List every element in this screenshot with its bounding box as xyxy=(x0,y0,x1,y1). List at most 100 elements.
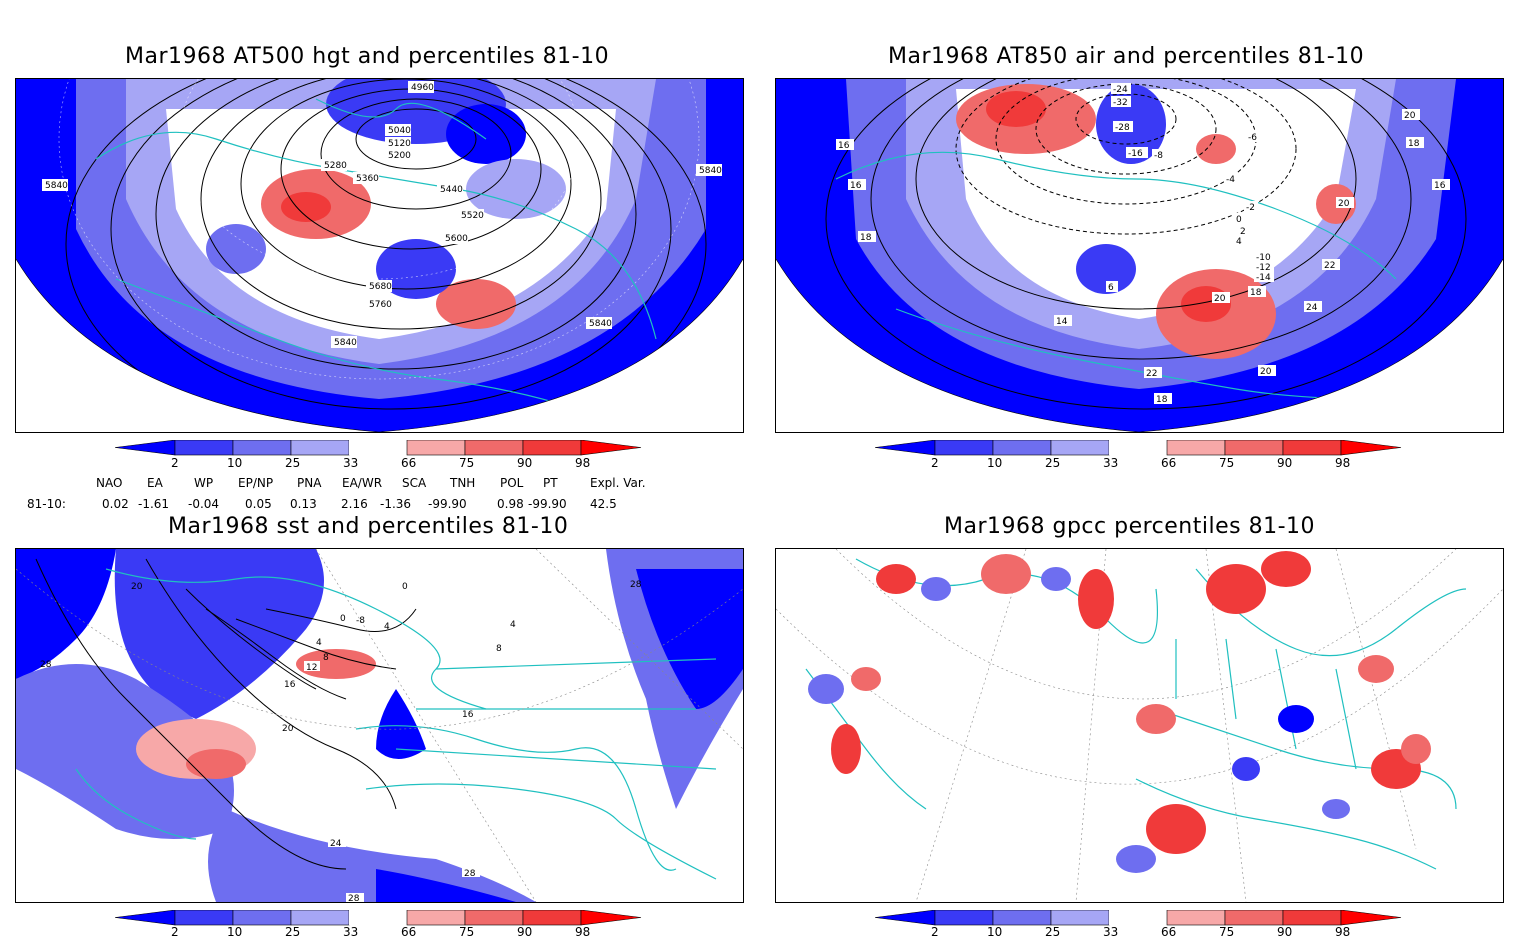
cb1-tick-10: 10 xyxy=(227,456,243,470)
clabel-5360: 5360 xyxy=(356,174,379,184)
idx-header-tnh: TNH xyxy=(450,476,476,490)
clabel-5520: 5520 xyxy=(461,211,484,221)
sst-clabel-4-b: 4 xyxy=(316,638,322,648)
sst-clabel-0-b: 0 xyxy=(340,614,346,624)
cb1-tick-98: 98 xyxy=(575,456,591,470)
sst-clabel-m8: -8 xyxy=(356,616,365,626)
clabel-5760: 5760 xyxy=(369,300,392,310)
clabel-m14: -14 xyxy=(1256,273,1271,283)
idx-header-explvar: Expl. Var. xyxy=(590,476,646,490)
cb1-tick-33: 33 xyxy=(343,456,359,470)
clabel-20-a: 20 xyxy=(1214,294,1226,304)
clabel-5840-a: 5840 xyxy=(334,338,357,348)
cb1-tick-90: 90 xyxy=(517,456,533,470)
cb3-tick-25: 25 xyxy=(285,925,301,939)
clabel-22-b: 22 xyxy=(1146,369,1157,379)
cb2-tick-2: 2 xyxy=(931,456,939,470)
idx-header-pna: PNA xyxy=(297,476,322,490)
sst-clabel-28-a: 28 xyxy=(40,660,52,670)
cb2-tick-66: 66 xyxy=(1161,456,1177,470)
clabel-16-c: 16 xyxy=(1434,181,1446,191)
idx-value-explvar: 42.5 xyxy=(590,497,617,511)
cb3-tick-33: 33 xyxy=(343,925,359,939)
cb2-tick-90: 90 xyxy=(1277,456,1293,470)
indices-table: NAO EA WP EP/NP PNA EA/WR SCA TNH POL PT… xyxy=(0,474,760,514)
panel-title-hgt500: Mar1968 AT500 hgt and percentiles 81-10 xyxy=(125,44,610,69)
cb3-tick-66: 66 xyxy=(401,925,417,939)
panel-title-gpcc: Mar1968 gpcc percentiles 81-10 xyxy=(944,514,1316,539)
clabel-5600: 5600 xyxy=(445,234,468,244)
sst-clabel-0-a: 0 xyxy=(402,582,408,592)
cb1-tick-66: 66 xyxy=(401,456,417,470)
sst-clabel-8: 8 xyxy=(323,653,329,663)
clabel-m2: -2 xyxy=(1246,203,1255,213)
idx-value-sca: -1.36 xyxy=(380,497,412,511)
clabel-4960: 4960 xyxy=(411,83,434,93)
idx-header-nao: NAO xyxy=(96,476,123,490)
clabel-14: 14 xyxy=(1056,317,1068,327)
contour-labels-sst: 28 20 0 4 0 -8 4 8 12 16 20 24 28 28 16 … xyxy=(40,580,642,902)
idx-header-pt: PT xyxy=(543,476,558,490)
clabel-20-b: 20 xyxy=(1260,367,1272,377)
clabel-m16: -16 xyxy=(1128,149,1143,159)
cb4-tick-75: 75 xyxy=(1219,925,1235,939)
cb3-tick-90: 90 xyxy=(517,925,533,939)
sst-clabel-12: 12 xyxy=(306,663,317,673)
clabel-5280: 5280 xyxy=(324,161,347,171)
idx-value-eawr: 2.16 xyxy=(341,497,368,511)
cb3-tick-10: 10 xyxy=(227,925,243,939)
clabel-5680: 5680 xyxy=(369,282,392,292)
cb2-tick-33: 33 xyxy=(1103,456,1119,470)
cb2-tick-10: 10 xyxy=(987,456,1003,470)
idx-value-pol: 0.98 xyxy=(497,497,524,511)
panel-title-air850: Mar1968 AT850 air and percentiles 81-10 xyxy=(888,44,1365,69)
clabel-18-a: 18 xyxy=(1250,288,1262,298)
contour-labels-air850: -24 -32 -28 -16 -8 -6 -4 -2 0 2 4 -10 -1… xyxy=(836,83,1450,405)
colorbar-gpcc: 2 10 25 33 66 75 90 98 xyxy=(874,909,1405,940)
sst-clabel-24: 24 xyxy=(330,839,342,849)
clabel-2: 2 xyxy=(1240,227,1246,237)
map-air850: -24 -32 -28 -16 -8 -6 -4 -2 0 2 4 -10 -1… xyxy=(775,78,1504,433)
map-hgt500: 4960 5040 5120 5200 5280 5360 5440 5520 … xyxy=(15,78,744,433)
sst-clabel-28-b: 28 xyxy=(464,869,476,879)
sst-clabel-16: 16 xyxy=(284,680,296,690)
cb4-tick-90: 90 xyxy=(1277,925,1293,939)
idx-value-ea: -1.61 xyxy=(138,497,170,511)
sst-clabel-16-b: 16 xyxy=(462,710,474,720)
gpcc-anomaly-patches xyxy=(808,551,1431,873)
clabel-5840-c: 5840 xyxy=(45,181,68,191)
cb2-tick-98: 98 xyxy=(1335,456,1351,470)
cb4-tick-2: 2 xyxy=(931,925,939,939)
clabel-m6: -6 xyxy=(1248,133,1257,143)
clabel-m4: -4 xyxy=(1226,175,1235,185)
cb4-tick-25: 25 xyxy=(1045,925,1061,939)
clabel-16-a: 16 xyxy=(838,141,850,151)
colorbar-sst: 2 10 25 33 66 75 90 98 xyxy=(114,909,645,940)
clabel-24: 24 xyxy=(1306,303,1318,313)
cb3-tick-98: 98 xyxy=(575,925,591,939)
idx-value-pt: -99.90 xyxy=(528,497,567,511)
cb4-tick-10: 10 xyxy=(987,925,1003,939)
cb1-tick-75: 75 xyxy=(459,456,475,470)
idx-value-pna: 0.13 xyxy=(290,497,317,511)
clabel-0: 0 xyxy=(1236,215,1242,225)
cb1-tick-2: 2 xyxy=(171,456,179,470)
cb3-tick-2: 2 xyxy=(171,925,179,939)
cb1-tick-25: 25 xyxy=(285,456,301,470)
sst-clabel-20-b: 20 xyxy=(282,724,294,734)
map-sst: 28 20 0 4 0 -8 4 8 12 16 20 24 28 28 16 … xyxy=(15,548,744,903)
clabel-18-d: 18 xyxy=(1408,139,1420,149)
idx-header-pol: POL xyxy=(500,476,524,490)
cb4-tick-66: 66 xyxy=(1161,925,1177,939)
clabel-16-b: 16 xyxy=(850,181,862,191)
cb2-tick-75: 75 xyxy=(1219,456,1235,470)
idx-header-sca: SCA xyxy=(402,476,427,490)
sst-clabel-4-c: 4 xyxy=(510,620,516,630)
cb2-tick-25: 25 xyxy=(1045,456,1061,470)
sst-clabel-20-a: 20 xyxy=(131,582,143,592)
sst-clabel-8-b: 8 xyxy=(496,644,502,654)
cb4-tick-98: 98 xyxy=(1335,925,1351,939)
idx-value-tnh: -99.90 xyxy=(428,497,467,511)
idx-header-eawr: EA/WR xyxy=(342,476,383,490)
sst-clabel-4-a: 4 xyxy=(384,622,390,632)
